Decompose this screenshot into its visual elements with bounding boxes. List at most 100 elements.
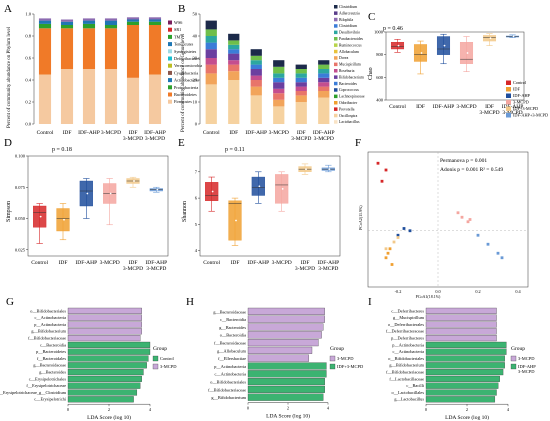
mean-marker xyxy=(63,218,65,221)
panel-a-legend: WS6 SR1 TM7 Tenericutes Synergistetes Deferri… xyxy=(168,20,202,104)
lda-taxon-label: g__Bacteroides xyxy=(39,370,66,375)
x-tick-label: IDF xyxy=(416,104,425,110)
lda-bar xyxy=(425,328,497,335)
legend-swatch xyxy=(334,120,338,124)
bar-segment xyxy=(38,74,52,124)
x-tick-label: 0 xyxy=(425,407,427,412)
scatter-point xyxy=(402,227,406,230)
scatter-point xyxy=(390,263,394,266)
lda-taxon-label: f__Bifidobacteriaceae xyxy=(28,336,66,341)
scatter-point xyxy=(384,256,388,260)
lda-taxon-label: g__Bifidobacterium xyxy=(31,329,66,334)
lda-bar xyxy=(425,348,507,355)
legend-label: Coprococcus xyxy=(339,88,359,92)
legend-label: IDF-AHP+3-MCPD xyxy=(513,113,548,118)
lda-bar xyxy=(67,321,142,328)
mean-marker xyxy=(397,44,400,47)
legend-label: Bacteroidetes xyxy=(174,92,197,97)
panel-label-f: F xyxy=(355,137,361,149)
mean-marker xyxy=(281,187,284,190)
x-tick-label: 3-MCPD xyxy=(479,110,499,116)
mean-marker xyxy=(328,168,331,171)
legend-swatch xyxy=(168,78,172,83)
mean-marker xyxy=(443,44,446,47)
x-tick-label: IDF-AHP xyxy=(144,130,166,136)
scatter-point xyxy=(384,168,388,172)
box xyxy=(413,44,428,62)
lda-bar xyxy=(67,369,144,376)
legend-swatch xyxy=(334,101,338,105)
legend-swatch xyxy=(168,49,172,54)
mean-marker xyxy=(211,190,214,193)
x-axis-label: LDA Score (log 10) xyxy=(266,413,310,420)
bar-segment xyxy=(273,93,285,100)
x-tick-label: 2 xyxy=(287,406,289,411)
lda-taxon-label: f__Bifidobacteriaceae xyxy=(386,370,424,375)
scatter-point xyxy=(396,233,400,237)
plot-frame xyxy=(27,155,169,257)
bar-segment xyxy=(318,77,330,83)
y-tick-label: 0.050 xyxy=(15,216,26,221)
legend-swatch xyxy=(334,11,338,15)
legend-swatch xyxy=(329,355,336,362)
x-axis-label: LDA Score (log 10) xyxy=(445,414,489,421)
lda-taxon-label: f__Bacteroidales xyxy=(37,356,66,361)
bar-segment xyxy=(228,80,240,124)
legend-label: Prevotella xyxy=(339,107,355,111)
legend-label: Odoribacter xyxy=(339,101,358,105)
panel-f-ylabel: PCoA2(11.9%) xyxy=(358,205,363,230)
bar-segment xyxy=(82,69,96,124)
legend-label: Adlercreutzia xyxy=(339,11,360,15)
legend-label: IDF+3-MCPD xyxy=(513,106,538,111)
scatter-point xyxy=(380,179,384,183)
x-tick-label: 0.0 xyxy=(435,289,440,294)
lda-bar xyxy=(67,396,134,403)
x-tick-label: 0.4 xyxy=(515,289,521,294)
x-tick-label: 3-MCPD xyxy=(101,130,121,136)
bar-segment xyxy=(318,97,330,124)
x-tick-label: IDF xyxy=(297,130,306,136)
bar-segment xyxy=(228,71,240,80)
mean-marker xyxy=(235,219,237,222)
mean-marker xyxy=(109,192,112,195)
bar-segment xyxy=(295,77,307,83)
legend-label: Clostridium xyxy=(339,5,357,9)
bar-segment xyxy=(126,17,140,20)
bar-segment xyxy=(148,21,162,25)
x-axis-label: LDA Score (log 10) xyxy=(87,414,131,421)
bar-segment xyxy=(205,42,217,50)
bar-segment xyxy=(228,44,240,50)
lda-bar xyxy=(67,348,151,355)
bar-segment xyxy=(228,64,240,72)
bar-segment xyxy=(60,19,74,22)
legend-label: 3-MCPD xyxy=(337,356,354,361)
lda-taxon-label: c__Actinobacteria xyxy=(35,315,67,320)
bar-segment xyxy=(295,91,307,96)
lda-taxon-label: c__Actinobacteria xyxy=(215,372,247,377)
bar-segment xyxy=(228,33,240,41)
lda-bar xyxy=(425,396,496,403)
lda-taxon-label: c__Bacteroidia xyxy=(40,342,66,347)
legend-label: TM7 xyxy=(174,34,182,39)
x-tick-label: IDF xyxy=(129,260,138,266)
legend-label: Synergistetes xyxy=(174,49,197,54)
panel-g-chart: o__Bifidobacteriales c__Actinobacteria p__… xyxy=(0,307,177,421)
y-tick-label: 20 xyxy=(193,78,198,83)
legend-swatch xyxy=(168,56,172,61)
lda-bar xyxy=(425,355,505,362)
x-tick-label: IDF-AHP xyxy=(433,104,455,110)
bar-segment xyxy=(273,73,285,78)
scatter-point xyxy=(384,247,388,251)
lda-bar xyxy=(67,341,151,348)
box xyxy=(482,35,497,42)
x-tick-label: 4 xyxy=(507,407,510,412)
legend-label: Bifidobacterium xyxy=(339,75,364,79)
lda-taxon-label: p__Actinobacteria xyxy=(392,342,424,347)
panel-label-i: I xyxy=(368,296,372,308)
lda-bar xyxy=(67,382,141,389)
bar-segment xyxy=(205,84,217,124)
bar-segment xyxy=(250,86,262,96)
lda-bar xyxy=(247,362,327,370)
bar-segment xyxy=(273,60,285,67)
